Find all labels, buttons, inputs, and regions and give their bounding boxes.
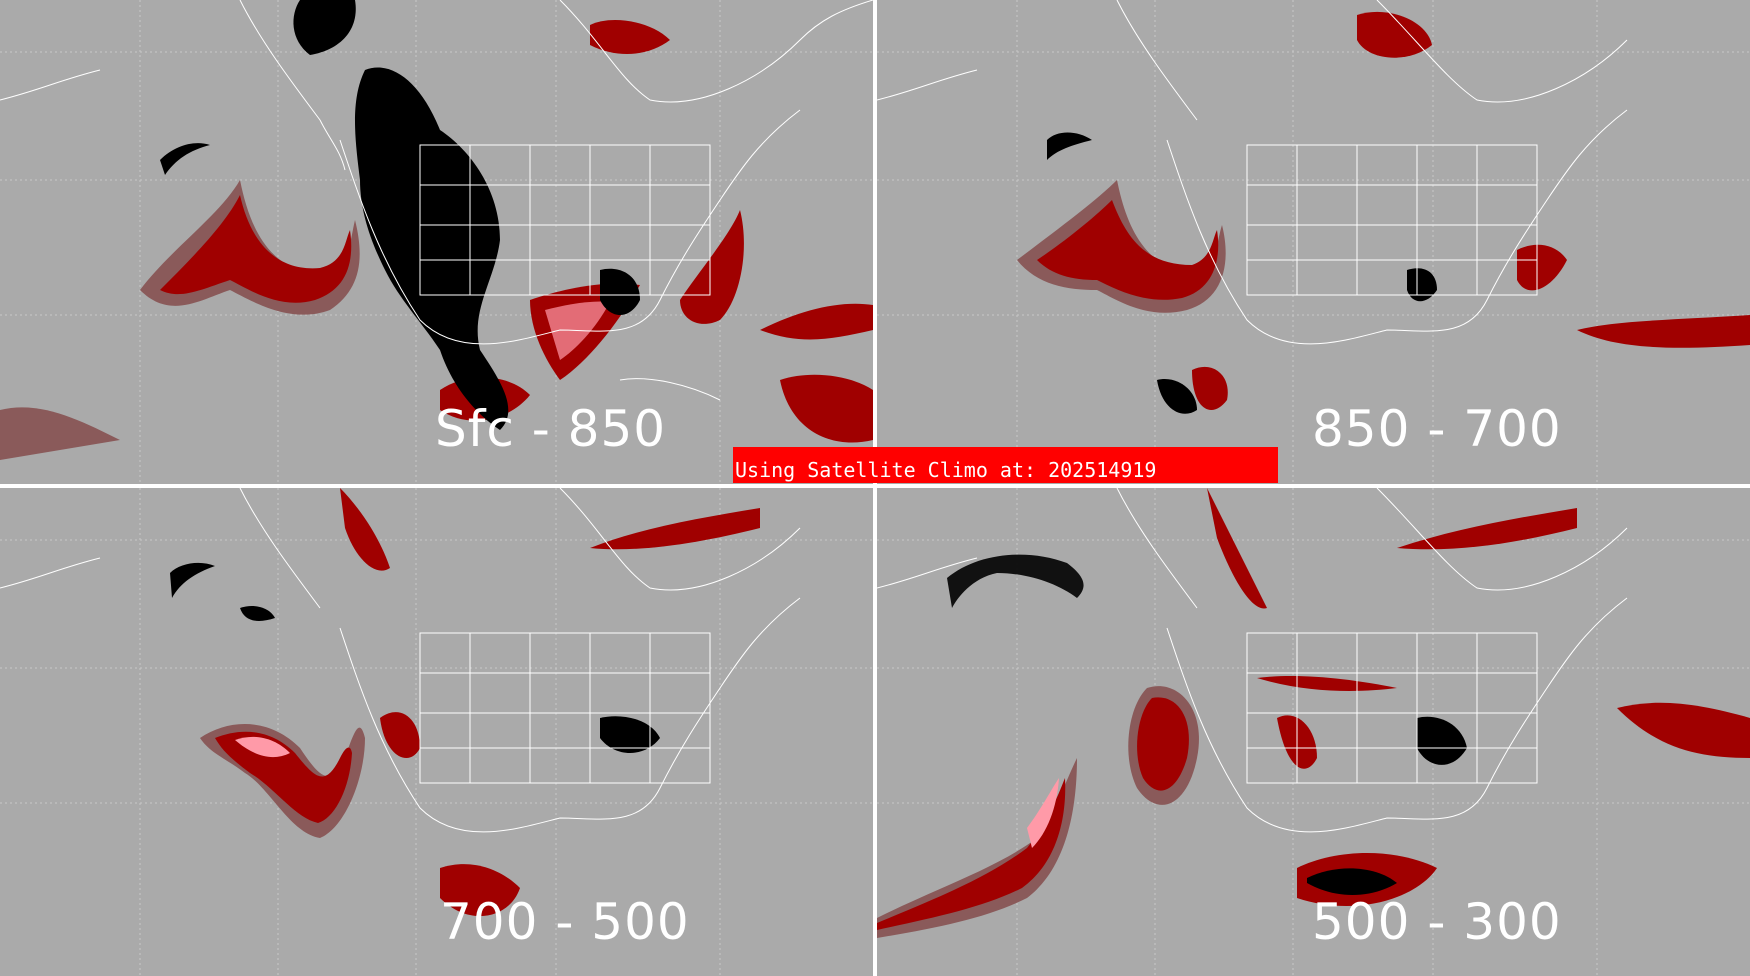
satellite-climo-banner: Using Satellite Climo at: 202514919 — [733, 447, 1278, 483]
map-panel-500-300: 500 - 300 — [877, 488, 1750, 976]
panel-label: 700 - 500 — [440, 893, 690, 951]
map-canvas — [877, 488, 1750, 976]
map-canvas — [0, 0, 873, 484]
horizontal-divider — [0, 484, 1750, 488]
map-panel-700-500: 700 - 500 — [0, 488, 873, 976]
map-canvas — [0, 488, 873, 976]
map-panel-850-700: 850 - 700 — [877, 0, 1750, 484]
vertical-divider — [873, 0, 877, 976]
panel-label: 850 - 700 — [1312, 400, 1562, 458]
panel-label: 500 - 300 — [1312, 893, 1562, 951]
map-canvas — [877, 0, 1750, 484]
panel-label: Sfc - 850 — [435, 400, 667, 458]
map-panel-sfc-850: Sfc - 850 — [0, 0, 873, 484]
